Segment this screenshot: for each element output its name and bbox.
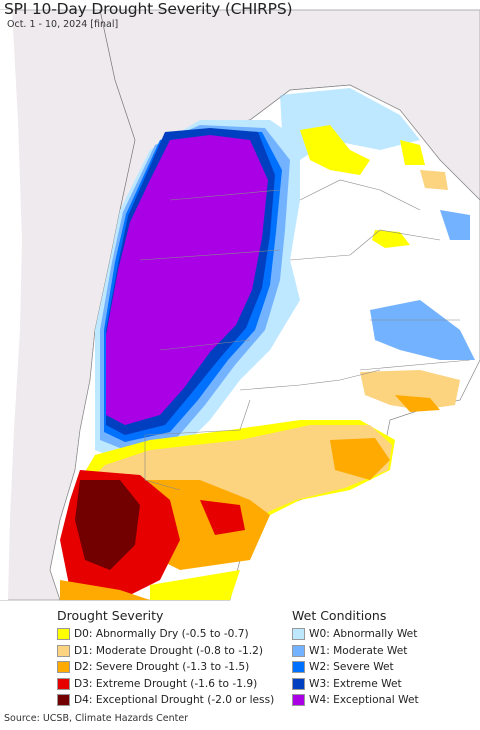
legend-item-d2: D2: Severe Drought (-1.3 to -1.5) [57,659,274,676]
source-credit: Source: UCSB, Climate Hazards Center [4,713,189,724]
legend-label: W4: Exceptional Wet [309,694,419,707]
legend-item-w1: W1: Moderate Wet [292,643,419,660]
wet-legend-heading: Wet Conditions [292,608,387,623]
legend-label: W2: Severe Wet [309,661,394,674]
legend-swatch [292,628,305,641]
legend-swatch [292,661,305,674]
legend-item-w3: W3: Extreme Wet [292,676,419,693]
legend-item-d4: D4: Exceptional Drought (-2.0 or less) [57,692,274,709]
legend-item-w2: W2: Severe Wet [292,659,419,676]
legend-label: D1: Moderate Drought (-0.8 to -1.2) [74,644,263,657]
legend-label: W3: Extreme Wet [309,677,402,690]
legend-item-d0: D0: Abnormally Dry (-0.5 to -0.7) [57,626,274,643]
legend-label: D4: Exceptional Drought (-2.0 or less) [74,694,275,707]
region-ne-w1 [370,300,475,360]
legend-label: D2: Severe Drought (-1.3 to -1.5) [74,661,250,674]
region-d3b [200,500,245,535]
province-borders [139,84,471,491]
legend-item-d3: D3: Extreme Drought (-1.6 to -1.9) [57,676,274,693]
legend-swatch [292,694,305,707]
region-d0-ne [400,140,425,165]
region-uy-d1 [360,370,460,410]
region-d0-coast [150,570,240,600]
legend-swatch [57,677,70,690]
map-title: SPI 10-Day Drought Severity (CHIRPS) [4,0,293,18]
region-d1-ne [420,170,448,190]
legend-swatch [57,644,70,657]
pacific-ocean [0,10,22,600]
region-d4 [75,480,140,570]
region-d0-north [300,125,370,175]
region-d2-pampa [330,438,390,480]
map-subtitle: Oct. 1 - 10, 2024 [final] [7,19,119,30]
legend-swatch [57,661,70,674]
legend-swatch [57,694,70,707]
wet-legend: Wet Conditions W0: Abnormally Wet W1: Mo… [292,608,419,709]
legend-swatch [292,644,305,657]
legend-label: W0: Abnormally Wet [309,628,418,641]
legend-label: D3: Extreme Drought (-1.6 to -1.9) [74,677,258,690]
legend-item-d1: D1: Moderate Drought (-0.8 to -1.2) [57,643,274,660]
legend-swatch [57,628,70,641]
legend-label: W1: Moderate Wet [309,644,408,657]
region-d2-cape [60,580,150,600]
legend-swatch [292,677,305,690]
legend-label: D0: Abnormally Dry (-0.5 to -0.7) [74,628,249,641]
region-w4 [106,135,268,425]
drought-legend-heading: Drought Severity [57,608,164,623]
region-uy-d2 [395,395,440,412]
region-ne-w1b [440,210,470,240]
legend-item-w0: W0: Abnormally Wet [292,626,419,643]
drought-legend: Drought Severity D0: Abnormally Dry (-0.… [57,608,274,709]
region-d0-para [372,230,410,248]
legend-item-w4: W4: Exceptional Wet [292,692,419,709]
